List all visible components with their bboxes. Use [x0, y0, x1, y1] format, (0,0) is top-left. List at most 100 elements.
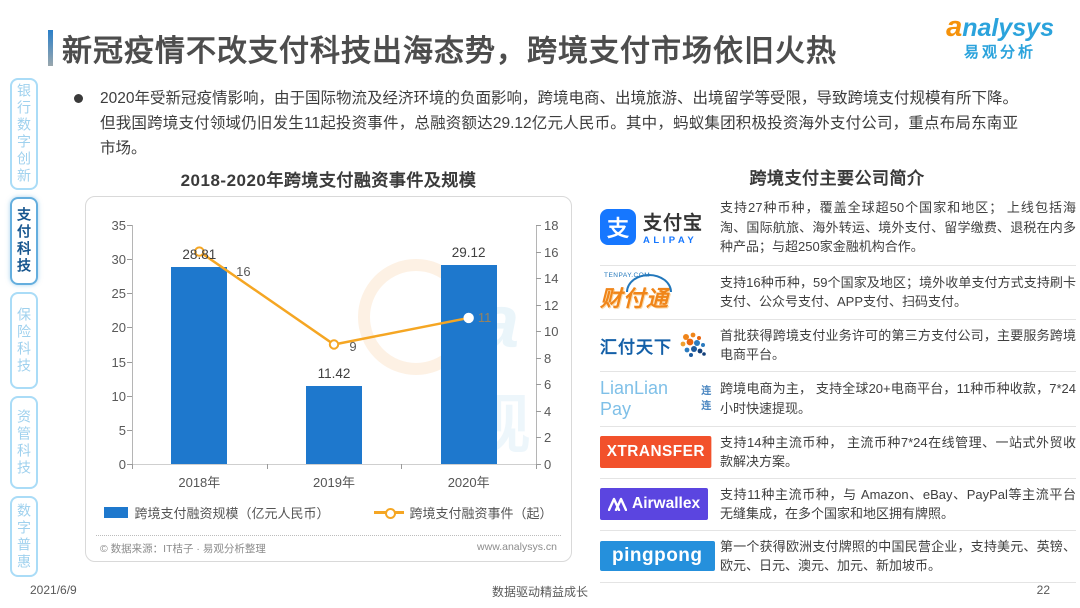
bar-value-label: 11.42 [317, 366, 351, 382]
right-axis-tick-label: 4 [544, 403, 552, 419]
alipay-name-cn: 支付宝 [643, 213, 704, 235]
pingpong-logo: pingpong [600, 541, 720, 571]
left-axis-tick [127, 361, 132, 363]
bar-swatch-icon [104, 507, 129, 518]
right-axis-tick-label: 10 [544, 324, 559, 340]
alipay-icon: 支 [600, 209, 636, 246]
airwallex-description: 支持11种主流币种，与 Amazon、eBay、PayPal等主流平台无缝集成，… [720, 486, 1076, 522]
tenpay-description: 支持16种币种，59个国家及地区；境外收单支付方式支持刷卡支付、公众号支付、AP… [720, 274, 1076, 310]
lianlian-description: 跨境电商为主， 支持全球20+电商平台，11种币种收款，7*24 小时快速提现。 [720, 381, 1076, 416]
line-value-label: 11 [477, 309, 492, 325]
funding-chart: a 观 跨境支付融资规模（亿元人民币） 跨境支付融资事件（起） © 数据来源：I… [85, 196, 572, 562]
source-link[interactable]: www.analysys.cn [477, 541, 557, 553]
summary-text: 2020年受新冠疫情影响，由于国际物流及经济环境的负面影响，跨境电商、出境旅游、… [100, 90, 1018, 157]
alipay-description: 支持27种币种，覆盖全球超50个国家和地区； 上线包括海淘、国际航旅、海外转运、… [720, 200, 1076, 254]
right-axis-tick-label: 14 [544, 271, 559, 287]
companies-heading: 跨境支付主要公司简介 [749, 169, 925, 188]
left-axis [132, 225, 133, 464]
category-label: 2018年 [178, 475, 221, 490]
tenpay-url-label: TENPAY.COM [604, 271, 651, 279]
x-axis-tick [266, 464, 268, 469]
right-axis-tick-label: 6 [544, 377, 552, 393]
right-axis-tick [536, 331, 541, 333]
left-axis-tick-label: 30 [111, 252, 126, 268]
huifu-description: 首批获得跨境支付业务许可的第三方支付公司，主要服务跨境电商平台。 [720, 327, 1076, 363]
analysys-logo-cn: 易观分析 [964, 43, 1037, 61]
line-value-label: 9 [349, 338, 357, 354]
title-accent-bar [48, 30, 53, 66]
analysys-logo: analysys 易观分析 [946, 12, 1054, 61]
legend-bar-label: 跨境支付融资规模（亿元人民币） [134, 506, 330, 521]
right-axis-tick-label: 0 [544, 457, 552, 472]
left-axis-tick-label: 5 [118, 422, 126, 438]
left-axis-tick [127, 225, 132, 226]
company-row-airwallex: Airwallex 支持11种主流币种，与 Amazon、eBay、PayPal… [600, 479, 1076, 531]
right-axis-tick [536, 304, 541, 306]
left-axis-tick [127, 293, 132, 295]
airwallex-icon [608, 497, 627, 511]
left-axis-tick-label: 10 [111, 388, 126, 404]
left-axis-tick-label: 25 [111, 286, 126, 302]
sidebar-item-asset-tech[interactable]: 资管科技 [10, 396, 38, 489]
page-number: 22 [1036, 583, 1050, 597]
right-axis-tick [536, 464, 541, 465]
bar-2020年 [440, 265, 497, 464]
sidebar-item-digital-inclusion[interactable]: 数字普惠 [10, 496, 38, 577]
right-axis-tick [536, 251, 541, 253]
legend-line-series: 跨境支付融资事件（起） [373, 503, 553, 522]
lianlian-logo: LianLian Pay 连连 [600, 378, 720, 420]
right-axis-tick [536, 225, 541, 226]
alipay-name-en: ALIPAY [643, 235, 698, 247]
page-title: 新冠疫情不改支付科技出海态势，跨境支付市场依旧火热 [62, 35, 837, 68]
huifu-logo: 汇付天下 [600, 331, 720, 359]
xtransfer-description: 支持14种主流币种， 主流币种7*24在线管理、一站式外贸收款解决方案。 [720, 434, 1076, 470]
lianlian-name-cn: 连连 [701, 385, 712, 412]
footer-date: 2021/6/9 [30, 583, 77, 597]
alipay-logo: 支 支付宝 ALIPAY [600, 208, 720, 246]
companies-list: 支 支付宝 ALIPAY 支持27种币种，覆盖全球超50个国家和地区； 上线包括… [600, 190, 1076, 583]
x-axis-tick [536, 464, 537, 469]
sidebar-item-bank-digital[interactable]: 银行数字创新 [10, 78, 38, 190]
chart-title: 2018-2020年跨境支付融资事件及规模 [180, 171, 477, 190]
company-row-alipay: 支 支付宝 ALIPAY 支持27种币种，覆盖全球超50个国家和地区； 上线包括… [600, 190, 1076, 266]
footer-slogan: 数据驱动精益成长 [491, 585, 588, 599]
right-axis-tick [536, 437, 541, 439]
company-row-huifu: 汇付天下 首批获得跨境支付业务许可的第三方支付公司，主要服务跨境电商平台。 [600, 320, 1076, 372]
page-footer: 2021/6/9 数据驱动精益成长 22 [0, 583, 1080, 599]
right-axis-tick-label: 16 [544, 244, 559, 260]
left-axis-tick-label: 15 [111, 354, 126, 370]
right-axis-tick-label: 2 [544, 430, 552, 446]
sidebar-item-insurance-tech[interactable]: 保险科技 [10, 292, 38, 389]
left-axis-tick [127, 395, 132, 397]
sidebar-item-payment-tech[interactable]: 支付科技 [10, 197, 38, 285]
bullet-icon [74, 94, 83, 103]
line-series [194, 246, 474, 350]
line-value-label: 16 [236, 263, 251, 279]
left-axis-tick-label: 0 [118, 457, 126, 472]
right-axis-tick [536, 278, 541, 280]
left-axis-tick [127, 259, 132, 261]
bar-value-label: 28.81 [182, 247, 217, 263]
category-label: 2020年 [447, 475, 490, 490]
right-axis-tick-label: 12 [544, 297, 559, 313]
tenpay-logo: TENPAY.COM 财付通 [600, 272, 720, 313]
airwallex-logo: Airwallex [600, 488, 720, 520]
company-row-tenpay: TENPAY.COM 财付通 支持16种币种，59个国家及地区；境外收单支付方式… [600, 266, 1076, 320]
right-axis-tick [536, 410, 541, 412]
xtransfer-name: XTRANSFER [600, 436, 712, 468]
huifu-name: 汇付天下 [600, 337, 672, 357]
left-axis-tick-label: 20 [111, 320, 126, 336]
pingpong-description: 第一个获得欧洲支付牌照的中国民营企业，支持美元、英镑、欧元、日元、澳元、加元、新… [720, 538, 1076, 574]
bar-2018年 [171, 267, 228, 464]
right-axis-tick-label: 18 [544, 218, 559, 233]
airwallex-name: Airwallex [632, 495, 701, 512]
xtransfer-logo: XTRANSFER [600, 436, 720, 468]
section-nav-sidebar: 银行数字创新 支付科技 保险科技 资管科技 数字普惠 [10, 78, 42, 577]
source-divider [96, 535, 561, 536]
legend-bar-series: 跨境支付融资规模（亿元人民币） [104, 503, 330, 522]
left-axis-tick [127, 429, 132, 431]
company-row-pingpong: pingpong 第一个获得欧洲支付牌照的中国民营企业，支持美元、英镑、欧元、日… [600, 531, 1076, 583]
x-axis-tick [401, 464, 403, 469]
category-label: 2019年 [313, 475, 355, 490]
data-source-note: © 数据来源：IT桔子 · 易观分析整理 [100, 543, 266, 555]
